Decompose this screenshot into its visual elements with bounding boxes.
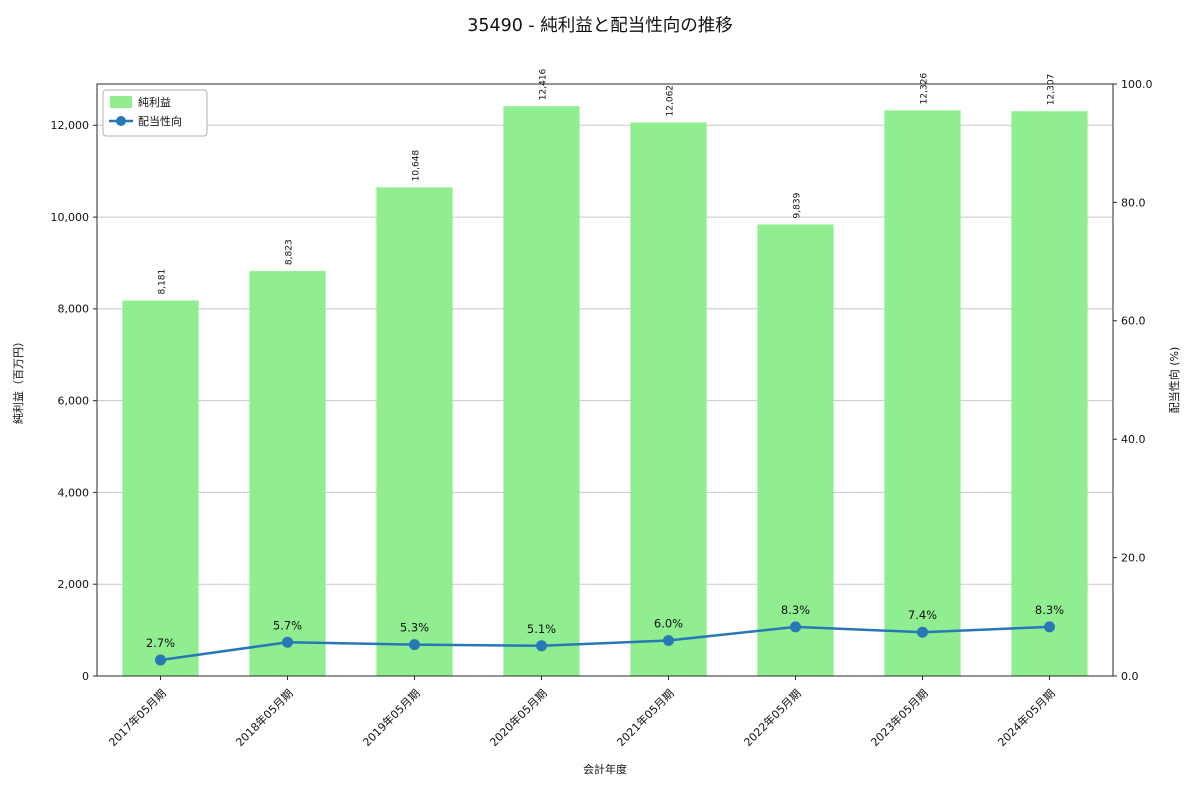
line-point: [1044, 621, 1055, 633]
y-tick-label-left: 0: [82, 670, 89, 683]
bar: [503, 106, 580, 676]
x-tick-label: 2023年05月期: [868, 686, 931, 749]
percent-label: 6.0%: [654, 616, 683, 630]
line-point: [155, 654, 166, 666]
y-tick-label-left: 6,000: [58, 395, 90, 408]
bar-value-label: 8,181: [158, 269, 168, 295]
x-tick-label: 2022年05月期: [741, 686, 804, 749]
x-tick-label: 2020年05月期: [487, 686, 550, 749]
y-tick-label-right: 80.0: [1121, 196, 1146, 209]
legend-swatch-bar: [110, 96, 132, 108]
line-point: [536, 640, 547, 652]
line-point: [282, 636, 293, 648]
plot-border: [96, 83, 1114, 677]
x-tick-label: 2024年05月期: [995, 686, 1058, 749]
legend-line-marker: [116, 116, 126, 126]
bar: [757, 224, 834, 676]
line-point: [663, 634, 674, 646]
x-axis-label: 会計年度: [583, 762, 627, 776]
bar-value-label: 10,648: [412, 150, 422, 182]
y-tick-label-right: 100.0: [1121, 78, 1153, 91]
y-tick-label-right: 0.0: [1121, 670, 1139, 683]
x-tick-label: 2018年05月期: [233, 686, 296, 749]
bar: [249, 271, 326, 676]
percent-label: 5.3%: [400, 621, 429, 635]
line-point: [790, 621, 801, 633]
chart-title: 35490 - 純利益と配当性向の推移: [467, 16, 733, 36]
line-point: [917, 626, 928, 638]
percent-label: 5.7%: [273, 618, 302, 632]
percent-label: 7.4%: [908, 608, 937, 622]
bar: [122, 300, 199, 676]
y-tick-label-left: 2,000: [58, 578, 90, 591]
y-tick-label-left: 4,000: [58, 486, 90, 499]
bar: [1011, 111, 1088, 677]
y-tick-label-right: 40.0: [1121, 433, 1146, 446]
bar: [884, 110, 961, 677]
line-point: [409, 639, 420, 651]
bar-value-label: 12,062: [666, 85, 676, 117]
bar-value-label: 12,307: [1047, 74, 1057, 106]
y-tick-label-left: 10,000: [51, 211, 90, 224]
y-axis-label-left: 純利益（百万円）: [11, 336, 25, 424]
x-tick-label: 2017年05月期: [106, 686, 169, 749]
y-tick-label-right: 20.0: [1121, 551, 1146, 564]
y-tick-label-left: 12,000: [51, 119, 90, 132]
y-axis-label-right: 配当性向 (%): [1167, 347, 1181, 414]
y-tick-label-left: 8,000: [58, 303, 90, 316]
legend-label: 純利益: [138, 95, 171, 109]
bar-value-label: 12,326: [920, 73, 930, 105]
payout-line: [160, 625, 1050, 662]
percent-label: 5.1%: [527, 622, 556, 636]
legend-label: 配当性向: [138, 114, 182, 128]
percent-label: 8.3%: [781, 603, 810, 617]
x-tick-label: 2021年05月期: [614, 686, 677, 749]
percent-label: 2.7%: [146, 636, 175, 650]
y-tick-label-right: 60.0: [1121, 315, 1146, 328]
bar-value-label: 8,823: [285, 239, 295, 265]
x-tick-label: 2019年05月期: [360, 686, 423, 749]
bar: [376, 187, 453, 676]
bar: [630, 122, 707, 677]
bar-value-label: 9,839: [793, 192, 803, 218]
percent-label: 8.3%: [1035, 603, 1064, 617]
